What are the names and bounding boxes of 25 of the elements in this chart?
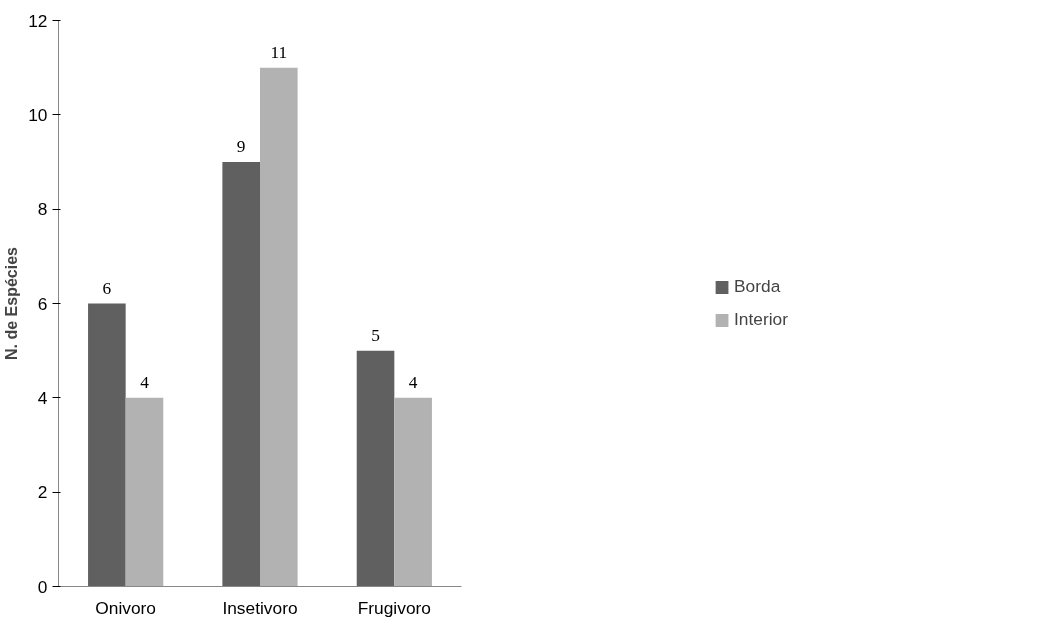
bar: [260, 67, 298, 587]
bar: [394, 397, 432, 587]
x-tick-label: Onivoro: [95, 597, 157, 618]
data-label: 4: [140, 372, 150, 392]
y-tick-label: 8: [37, 199, 48, 220]
data-label: 11: [270, 42, 288, 62]
y-axis-title: N. de Espécies: [3, 246, 21, 360]
bar: [222, 162, 260, 587]
y-tick-label: 4: [37, 387, 48, 408]
legend-label: Borda: [734, 276, 781, 297]
bar: [88, 303, 126, 587]
y-tick-label: 2: [37, 482, 48, 503]
data-label: 4: [408, 372, 418, 392]
y-tick-label: 0: [37, 576, 48, 597]
y-tick-label: 12: [28, 10, 48, 31]
y-tick-label: 6: [37, 293, 48, 314]
data-label: 6: [102, 278, 112, 298]
y-tick-label: 10: [28, 104, 48, 125]
data-label: 9: [236, 137, 246, 156]
bar: [125, 397, 164, 587]
data-label: 5: [371, 325, 380, 345]
x-tick-label: Insetivoro: [222, 597, 298, 618]
legend-label: Interior: [734, 309, 788, 330]
bar: [356, 350, 395, 587]
x-tick-label: Frugivoro: [357, 597, 431, 618]
